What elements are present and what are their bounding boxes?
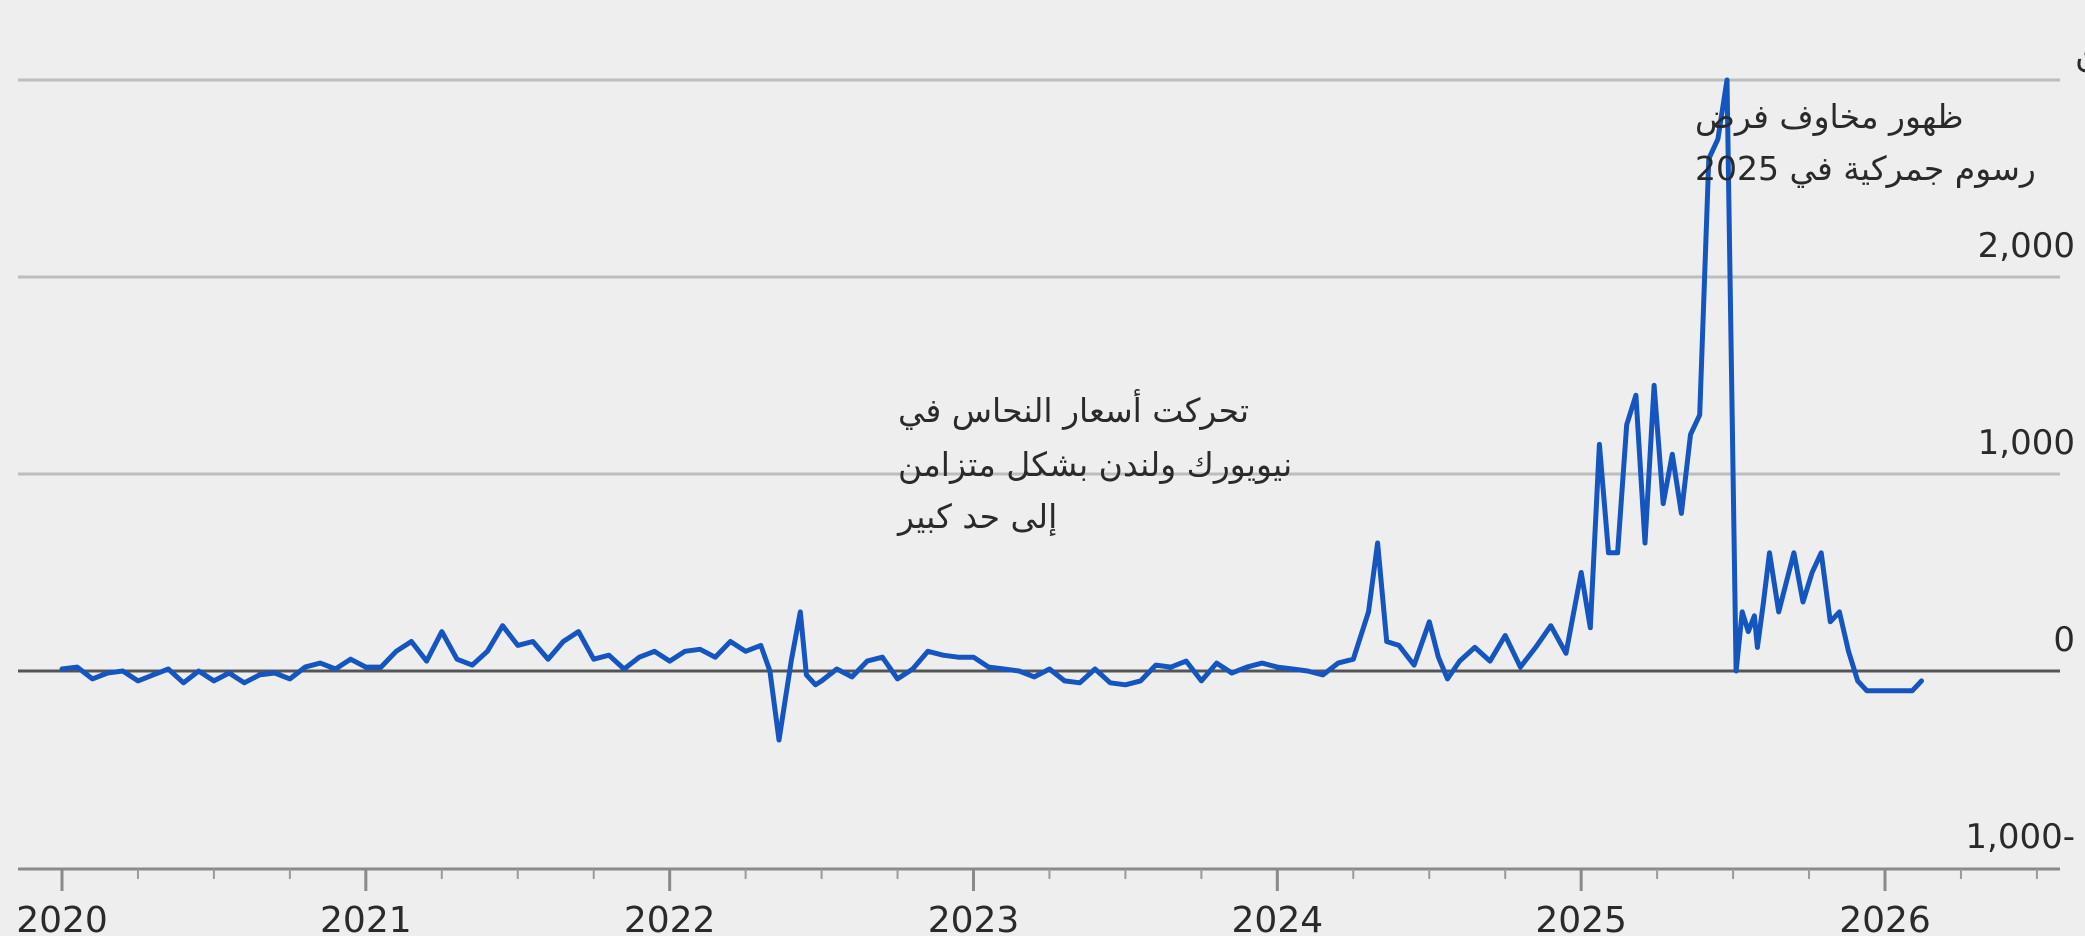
annotation-synchronized-prices: تحركت أسعار النحاس في نيويورك ولندن بشكل… bbox=[896, 389, 1292, 537]
x-tick-label: 2020 bbox=[16, 900, 108, 936]
price-spread-line bbox=[59, 77, 1924, 743]
x-axis: 2020 2021 2022 2023 2024 2025 2026 bbox=[16, 867, 2060, 936]
grid bbox=[18, 78, 2060, 673]
y-axis-unit-label: 3,000 دولار للطن bbox=[2075, 33, 2085, 73]
y-tick-label: 2,000 bbox=[1978, 226, 2075, 266]
y-tick-label: 0 bbox=[2053, 620, 2075, 660]
y-tick-label: 1,000 bbox=[1978, 423, 2075, 463]
annotation-tariff-line-2: رسوم جمركية في 2025 bbox=[1695, 149, 2036, 188]
x-tick-label: 2025 bbox=[1535, 900, 1627, 936]
annotation-sync-line-1: تحركت أسعار النحاس في bbox=[898, 389, 1249, 430]
x-tick-label: 2024 bbox=[1232, 900, 1324, 936]
x-tick-label: 2026 bbox=[1839, 900, 1931, 936]
x-tick-label: 2022 bbox=[624, 900, 716, 936]
x-tick-label: 2023 bbox=[928, 900, 1020, 936]
y-tick-label: 1,000- bbox=[1965, 817, 2075, 857]
x-tick-label: 2021 bbox=[320, 900, 412, 936]
series-group bbox=[59, 77, 1924, 743]
annotation-tariff-fears: ظهور مخاوف فرض رسوم جمركية في 2025 bbox=[1695, 97, 2036, 188]
annotation-tariff-line-1: ظهور مخاوف فرض bbox=[1695, 97, 1964, 137]
annotation-sync-line-2: نيويورك ولندن بشكل متزامن bbox=[898, 445, 1292, 484]
y-axis: 1,000- 0 1,000 2,000 bbox=[1965, 226, 2075, 857]
annotation-sync-line-3: إلى حد كبير bbox=[896, 497, 1057, 537]
